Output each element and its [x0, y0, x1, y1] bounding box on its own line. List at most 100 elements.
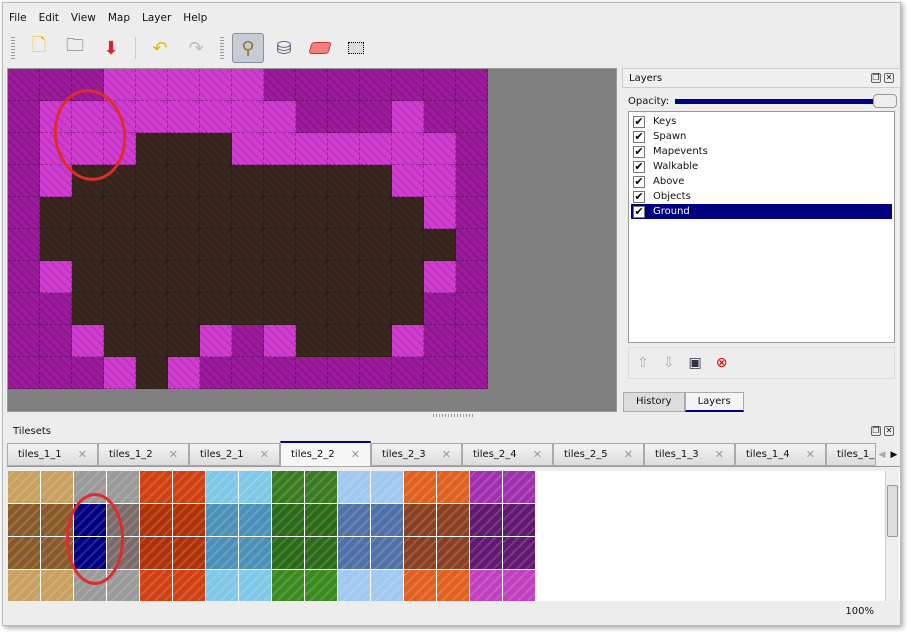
map-tile[interactable] — [232, 293, 264, 325]
map-tile[interactable] — [232, 101, 264, 133]
map-tile[interactable] — [392, 133, 424, 165]
map-tile[interactable] — [40, 165, 72, 197]
toolbar-grip[interactable] — [11, 37, 15, 59]
raise-layer-icon[interactable]: ⇧ — [637, 355, 649, 371]
map-tile[interactable] — [104, 197, 136, 229]
map-tile[interactable] — [40, 197, 72, 229]
tileset-tile[interactable] — [8, 471, 41, 504]
tab-layers[interactable]: Layers — [684, 392, 744, 412]
map-tile[interactable] — [168, 261, 200, 293]
map-tile[interactable] — [392, 261, 424, 293]
tileset-tile[interactable] — [8, 504, 41, 537]
tileset-tile[interactable] — [173, 570, 206, 601]
map-tile[interactable] — [424, 325, 456, 357]
tileset-tile[interactable] — [173, 504, 206, 537]
close-tab-icon[interactable]: ✕ — [623, 448, 633, 461]
menu-layer[interactable]: Layer — [142, 12, 172, 24]
map-tile[interactable] — [360, 101, 392, 133]
map-tile[interactable] — [392, 165, 424, 197]
map-tile[interactable] — [264, 165, 296, 197]
tileset-tab[interactable]: tiles_1_ — [826, 443, 876, 466]
map-tile[interactable] — [264, 325, 296, 357]
tileset-tile[interactable] — [8, 537, 41, 570]
map-tile[interactable] — [360, 69, 392, 101]
map-tile[interactable] — [456, 133, 488, 165]
tileset-tile[interactable] — [470, 570, 503, 601]
tileset-tile[interactable] — [404, 471, 437, 504]
tileset-tile[interactable] — [470, 471, 503, 504]
map-tile[interactable] — [296, 101, 328, 133]
tileset-tile[interactable] — [8, 570, 41, 601]
map-tile[interactable] — [424, 101, 456, 133]
tileset-tab[interactable]: tiles_1_1 ✕ — [7, 443, 98, 466]
tileset-tab[interactable]: tiles_1_4 ✕ — [735, 443, 826, 466]
map-tile[interactable] — [296, 69, 328, 101]
map-tile[interactable] — [8, 293, 40, 325]
map-tile[interactable] — [40, 357, 72, 389]
close-tab-icon[interactable]: ✕ — [259, 448, 269, 461]
map-tile[interactable] — [104, 69, 136, 101]
layer-visibility-checkbox[interactable]: ✔ — [633, 174, 645, 188]
float-icon[interactable]: ❐ — [871, 73, 881, 83]
close-tab-icon[interactable]: ✕ — [805, 448, 815, 461]
map-tile[interactable] — [200, 69, 232, 101]
scrollbar-thumb[interactable] — [887, 485, 898, 537]
map-tile[interactable] — [328, 357, 360, 389]
map-tile[interactable] — [392, 325, 424, 357]
float-icon[interactable]: ❐ — [871, 426, 881, 436]
map-tile[interactable] — [136, 197, 168, 229]
map-tile[interactable] — [392, 293, 424, 325]
map-tile[interactable] — [456, 325, 488, 357]
map-tile[interactable] — [328, 261, 360, 293]
map-tile[interactable] — [104, 261, 136, 293]
tileset-tile[interactable] — [206, 471, 239, 504]
map-tile[interactable] — [104, 229, 136, 261]
tileset-tile[interactable] — [173, 537, 206, 570]
map-tile[interactable] — [328, 69, 360, 101]
layer-item[interactable]: ✔ Mapevents — [631, 144, 892, 159]
map-tile[interactable] — [392, 357, 424, 389]
map-tile[interactable] — [296, 133, 328, 165]
tileset-tile[interactable] — [140, 570, 173, 601]
tileset-tile[interactable] — [338, 471, 371, 504]
map-tile[interactable] — [264, 69, 296, 101]
tileset-tile[interactable] — [206, 570, 239, 601]
map-tile[interactable] — [232, 197, 264, 229]
scroll-left-icon[interactable]: ◀ — [878, 450, 886, 460]
map-tile[interactable] — [168, 133, 200, 165]
map-tile[interactable] — [200, 325, 232, 357]
lower-layer-icon[interactable]: ⇩ — [662, 355, 675, 371]
map-tile[interactable] — [264, 197, 296, 229]
layer-visibility-checkbox[interactable]: ✔ — [633, 129, 645, 143]
map-tile[interactable] — [72, 101, 104, 133]
map-tile[interactable] — [392, 101, 424, 133]
tileset-tile[interactable] — [371, 537, 404, 570]
map-tile[interactable] — [168, 101, 200, 133]
map-tile[interactable] — [200, 133, 232, 165]
map-tile[interactable] — [72, 197, 104, 229]
undo-icon[interactable]: ↶ — [152, 37, 168, 59]
map-tile[interactable] — [296, 261, 328, 293]
map-tile[interactable] — [104, 101, 136, 133]
map-tile[interactable] — [136, 69, 168, 101]
map-tile[interactable] — [328, 101, 360, 133]
map-tile[interactable] — [200, 293, 232, 325]
tileset-tile[interactable] — [503, 471, 536, 504]
delete-layer-icon[interactable]: ⊗ — [715, 355, 728, 371]
map-tile[interactable] — [296, 293, 328, 325]
map-tile[interactable] — [232, 133, 264, 165]
map-tile[interactable] — [232, 165, 264, 197]
map-tile[interactable] — [232, 357, 264, 389]
map-tile[interactable] — [136, 133, 168, 165]
tileset-tile[interactable] — [272, 537, 305, 570]
tileset-tab[interactable]: tiles_1_2 ✕ — [98, 443, 189, 466]
map-tile[interactable] — [104, 165, 136, 197]
layer-visibility-checkbox[interactable]: ✔ — [633, 204, 645, 218]
close-tab-icon[interactable]: ✕ — [77, 448, 87, 461]
map-tile[interactable] — [8, 101, 40, 133]
menu-map[interactable]: Map — [107, 12, 131, 24]
layer-item[interactable]: ✔ Ground — [631, 204, 892, 219]
layer-item[interactable]: ✔ Objects — [631, 189, 892, 204]
map-tile[interactable] — [72, 357, 104, 389]
tileset-tile[interactable] — [338, 504, 371, 537]
